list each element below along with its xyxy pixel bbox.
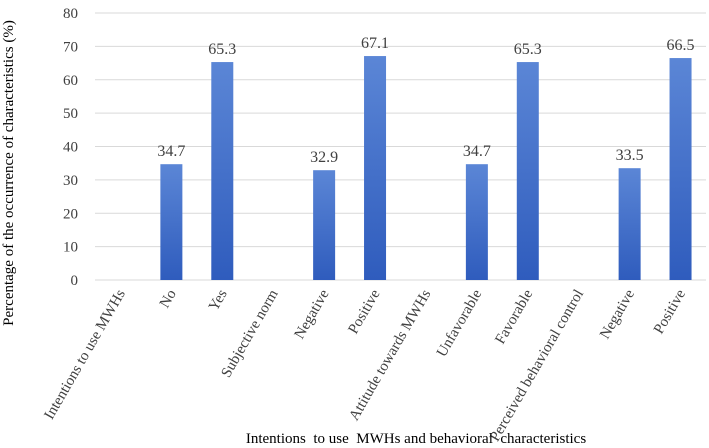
x-tick-label: Intentions to use MWHs <box>42 287 129 423</box>
x-tick-label: Positive <box>651 287 689 337</box>
x-tick-label: No <box>157 287 180 311</box>
y-tick-label: 70 <box>63 39 78 55</box>
x-tick-label: Positive <box>345 287 383 337</box>
y-axis-ticks: 0 10 20 30 40 50 60 70 80 <box>63 6 78 289</box>
x-tick-label: Negative <box>597 287 638 342</box>
bar <box>160 164 183 280</box>
data-label: 34.7 <box>463 143 491 160</box>
y-tick-label: 0 <box>71 273 79 289</box>
bar <box>618 168 641 280</box>
data-label: 67.1 <box>361 35 389 52</box>
bars <box>160 56 692 281</box>
x-tick-label: Subjective norm <box>218 287 281 381</box>
x-axis-title: Intentions to use MWHs and behavioral ch… <box>246 431 586 447</box>
bar <box>516 62 539 280</box>
gridlines <box>95 12 706 281</box>
x-tick-label: Unfavorable <box>434 287 486 360</box>
data-label: 65.3 <box>208 41 236 58</box>
data-labels: 34.7 65.3 32.9 67.1 34.7 65.3 33.5 66.5 <box>157 35 694 166</box>
bar <box>364 56 387 281</box>
data-label: 66.5 <box>667 37 695 54</box>
y-tick-label: 30 <box>63 173 78 189</box>
data-label: 33.5 <box>616 147 644 164</box>
bar <box>465 164 488 280</box>
y-tick-label: 60 <box>63 73 78 89</box>
data-label: 65.3 <box>514 41 542 58</box>
bar <box>313 170 336 280</box>
x-tick-label: Perceived behavioral control <box>487 287 587 444</box>
y-tick-label: 10 <box>63 240 78 256</box>
y-tick-label: 20 <box>63 206 78 222</box>
y-tick-label: 40 <box>63 140 78 156</box>
y-tick-label: 80 <box>63 6 78 22</box>
y-tick-label: 50 <box>63 106 78 122</box>
data-label: 32.9 <box>310 149 338 166</box>
x-tick-label: Negative <box>292 287 333 342</box>
y-axis-title: Percentage of the occurrence of characte… <box>1 20 17 326</box>
data-label: 34.7 <box>157 143 185 160</box>
bar <box>669 58 692 281</box>
bar <box>211 62 234 280</box>
x-tick-label: Favorable <box>492 287 536 347</box>
x-tick-label: Yes <box>206 287 231 314</box>
